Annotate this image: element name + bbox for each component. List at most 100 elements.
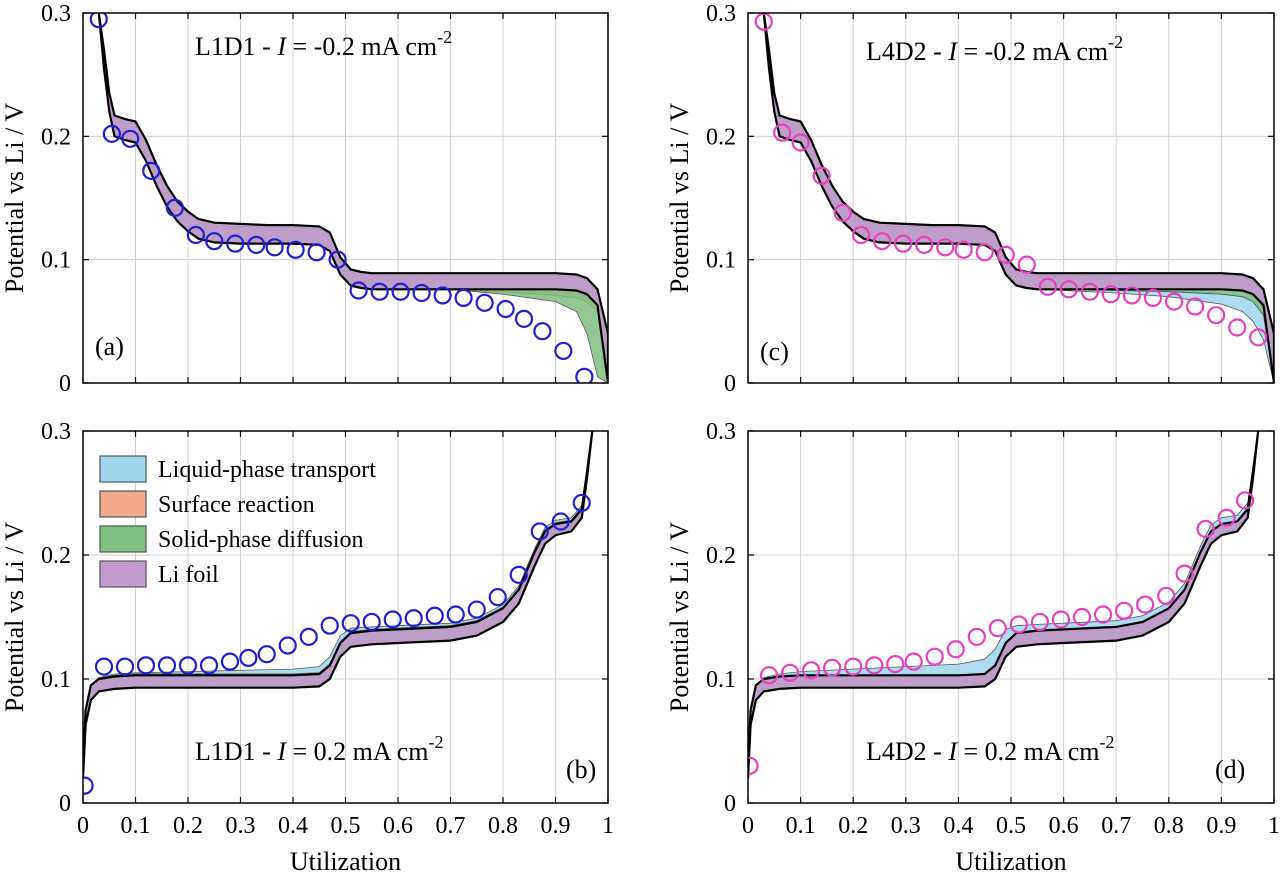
experiment-point [802, 661, 821, 680]
legend-label: Surface reaction [158, 492, 315, 518]
experiment-point [199, 656, 219, 675]
x-tick-label: 0 [742, 813, 754, 839]
experiment-point [886, 655, 905, 674]
experiment-point [833, 203, 852, 222]
experiment-point [383, 610, 402, 629]
experiment-point [299, 627, 318, 646]
experiment-point [954, 240, 973, 259]
y-tick-label: 0.1 [41, 248, 71, 274]
experiment-point [307, 243, 326, 262]
panel-a: 0 0.1 0.2 0.3 Potential vs Li / V L1D1 - I = … [0, 1, 609, 397]
experiment-point [205, 232, 224, 251]
y-axis-label: Potential vs Li / V [0, 522, 29, 712]
experiment-point [1059, 280, 1078, 299]
x-tick-label: 0.8 [488, 813, 518, 839]
y-tick-label: 0 [59, 791, 71, 817]
y-tick-label: 0.2 [41, 124, 71, 150]
y-tick-label: 0.3 [41, 419, 71, 445]
y-tick-label: 0.2 [706, 543, 736, 569]
experiment-point [823, 658, 842, 677]
x-tick-label: 0.1 [121, 813, 151, 839]
experiment-markers [754, 13, 1268, 347]
experiment-point [278, 636, 297, 655]
experiment-point [514, 309, 534, 328]
panel-label: (c) [760, 337, 789, 366]
experiment-point [115, 657, 135, 676]
experiment-point [1185, 297, 1205, 316]
panel-label: (d) [1215, 755, 1245, 784]
experiment-point [121, 129, 140, 148]
experiment-point [349, 281, 368, 300]
experiment-point [748, 756, 759, 775]
y-tick-label: 0.1 [41, 667, 71, 693]
experiment-point [186, 225, 205, 245]
legend-swatch [99, 560, 147, 588]
panel-title: L1D1 - I = -0.2 mA cm-2 [195, 27, 452, 61]
x-tick-label: 0.6 [1049, 813, 1079, 839]
li-foil-band [97, 13, 608, 383]
legend-label: Solid-phase diffusion [158, 527, 364, 553]
experiment-point [83, 776, 94, 795]
y-axis-label: Potential vs Li / V [665, 103, 694, 293]
panel-c: 0 0.1 0.2 0.3 Potential vs Li / V L4D2 - I = … [665, 1, 1275, 397]
experiment-point [488, 588, 507, 607]
legend-swatch [99, 455, 147, 483]
experiment-point [1157, 586, 1176, 606]
x-tick-label: 0.7 [436, 813, 466, 839]
experiment-point [1143, 288, 1163, 307]
experiment-point [341, 614, 360, 633]
experiment-point [575, 367, 594, 383]
experiment-point [904, 652, 923, 671]
panel-label: (a) [95, 332, 124, 361]
legend-label: Li foil [158, 562, 219, 588]
x-tick-label: 0 [77, 813, 89, 839]
y-tick-label: 0.1 [706, 667, 736, 693]
experiment-point [265, 238, 284, 257]
panel-b: 0 0.1 0.2 0.3 0.4 0.5 0.6 0.7 0.8 0.9 1 0 0.1 0.2 0.3 P… [0, 419, 614, 876]
experiment-point [1235, 491, 1255, 510]
experiment-point [1030, 612, 1050, 632]
experiment-point [894, 234, 913, 253]
experiment-point [89, 13, 108, 29]
experiment-point [1114, 601, 1134, 620]
y-tick-label: 0 [724, 371, 736, 397]
y-tick-label: 0.1 [706, 248, 736, 274]
y-tick-label: 0.3 [706, 419, 736, 445]
experiment-markers [83, 493, 591, 795]
experiment-point [1101, 285, 1121, 304]
model-bands [97, 13, 608, 383]
experiment-point [467, 600, 486, 619]
experiment-point [1038, 277, 1057, 296]
experiment-point [1017, 255, 1036, 274]
experiment-point [1051, 610, 1071, 629]
experiment-point [1175, 564, 1194, 583]
experiment-point [226, 234, 245, 253]
panel-label: (b) [566, 755, 596, 784]
experiment-point [362, 612, 381, 632]
experiment-point [572, 493, 591, 513]
experiment-point [533, 322, 552, 341]
x-tick-label: 0.5 [331, 813, 361, 839]
x-tick-label: 0.1 [786, 813, 816, 839]
experiment-point [1122, 286, 1142, 305]
x-tick-label: 0.9 [1206, 813, 1236, 839]
legend-swatch [99, 525, 147, 553]
experiment-point [844, 657, 863, 676]
ticks: 0 0.1 0.2 0.3 0.4 0.5 0.6 0.7 0.8 0.9 1 0 0.1 0.2 0.3 [41, 419, 614, 839]
experiment-point [1072, 607, 1092, 627]
panel-title: L1D1 - I = 0.2 mA cm-2 [195, 732, 444, 766]
panel-title: L4D2 - I = 0.2 mA cm-2 [866, 732, 1115, 766]
experiment-point [165, 198, 184, 217]
experiment-point [967, 627, 986, 646]
experiment-point [320, 616, 339, 635]
x-tick-label: 0.5 [996, 813, 1026, 839]
experiment-point [988, 619, 1007, 638]
y-tick-label: 0.2 [706, 124, 736, 150]
experiment-point [759, 666, 779, 685]
experiment-point [328, 250, 347, 269]
experiment-point [370, 282, 389, 301]
panel-d: 0 0.1 0.2 0.3 0.4 0.5 0.6 0.7 0.8 0.9 1 0 0.1 0.2 0.3 P… [665, 419, 1280, 876]
legend: Liquid-phase transport Surface reaction So… [99, 455, 376, 588]
experiment-point [851, 225, 871, 245]
